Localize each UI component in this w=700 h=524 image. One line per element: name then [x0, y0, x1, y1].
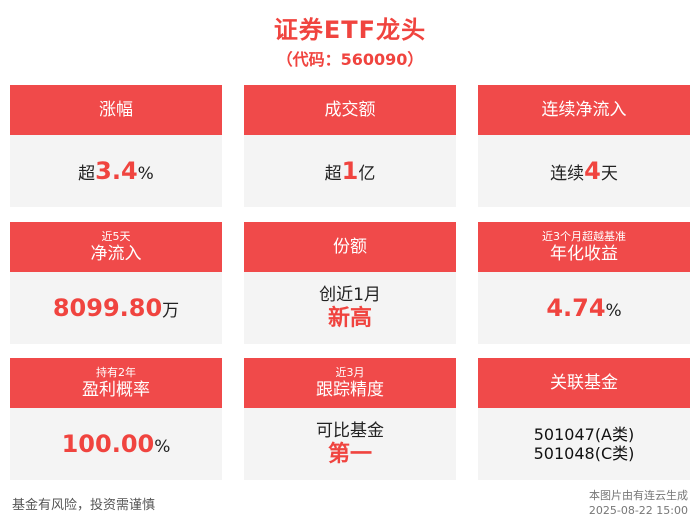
value-suffix: %: [137, 164, 154, 184]
card-body: 100.00%: [10, 408, 222, 480]
card-inflow: 连续净流入 连续4天: [478, 85, 690, 207]
value-prefix: 超: [324, 164, 342, 184]
card-profit-probability: 持有2年 盈利概率 100.00%: [10, 358, 222, 480]
card-net-inflow-5d: 近5天 净流入 8099.80万: [10, 222, 222, 344]
value-number: 8099.80: [52, 294, 163, 322]
card-body: 8099.80万: [10, 272, 222, 344]
value-prefix: 超: [78, 164, 96, 184]
value-line-1: 创近1月: [319, 284, 381, 305]
card-header: 关联基金: [478, 358, 690, 408]
card-header: 近3个月超越基准 年化收益: [478, 222, 690, 272]
card-sublabel: 持有2年: [96, 365, 136, 379]
card-value: 连续4天: [550, 157, 618, 185]
card-label: 盈利概率: [82, 379, 150, 400]
card-value: 100.00%: [62, 430, 171, 458]
card-label: 连续净流入: [541, 100, 627, 120]
card-body: 可比基金 第一: [244, 408, 456, 480]
value-line-1: 可比基金: [316, 420, 384, 441]
value-number: 3.4: [95, 157, 138, 185]
card-header: 近5天 净流入: [10, 222, 222, 272]
value-suffix: %: [605, 301, 622, 321]
fund-code-a: 501047(A类): [533, 425, 635, 444]
card-body: 超1亿: [244, 135, 456, 207]
card-value: 4.74%: [546, 294, 621, 322]
card-label: 年化收益: [550, 243, 618, 264]
card-header: 份额: [244, 222, 456, 272]
fund-code-c: 501048(C类): [533, 444, 635, 463]
card-share: 份额 创近1月 新高: [244, 222, 456, 344]
card-body: 4.74%: [478, 272, 690, 344]
card-label: 跟踪精度: [316, 379, 384, 400]
card-rise: 涨幅 超3.4%: [10, 85, 222, 207]
card-sublabel: 近5天: [101, 229, 131, 243]
card-annual-return: 近3个月超越基准 年化收益 4.74%: [478, 222, 690, 344]
card-label: 涨幅: [99, 100, 133, 120]
risk-disclaimer: 基金有风险，投资需谨慎: [12, 498, 156, 513]
card-sublabel: 近3个月超越基准: [542, 229, 626, 243]
card-body: 连续4天: [478, 135, 690, 207]
value-line-2: 新高: [327, 305, 372, 331]
card-header: 持有2年 盈利概率: [10, 358, 222, 408]
card-label: 份额: [333, 237, 367, 257]
value-number: 1: [341, 157, 359, 185]
value-line-2: 第一: [327, 441, 372, 467]
card-header: 连续净流入: [478, 85, 690, 135]
card-tracking-precision: 近3月 跟踪精度 可比基金 第一: [244, 358, 456, 480]
card-sublabel: 近3月: [335, 365, 365, 379]
value-suffix: 万: [162, 301, 180, 321]
value-number: 4: [584, 157, 601, 185]
card-header: 成交额: [244, 85, 456, 135]
card-body: 超3.4%: [10, 135, 222, 207]
value-suffix: 天: [600, 164, 618, 184]
value-suffix: 亿: [358, 164, 376, 184]
card-body: 创近1月 新高: [244, 272, 456, 344]
card-label: 关联基金: [550, 373, 618, 393]
card-header: 近3月 跟踪精度: [244, 358, 456, 408]
card-value: 8099.80万: [53, 294, 179, 322]
timestamp: 2025-08-22 15:00: [588, 504, 688, 517]
card-related-funds: 关联基金 501047(A类) 501048(C类): [478, 358, 690, 480]
card-turnover: 成交额 超1亿: [244, 85, 456, 207]
value-suffix: %: [154, 437, 171, 457]
card-label: 成交额: [324, 100, 376, 120]
card-header: 涨幅: [10, 85, 222, 135]
card-value: 超1亿: [325, 157, 376, 185]
source-text: 本图片由有连云生成: [589, 489, 688, 502]
card-value: 超3.4%: [78, 157, 154, 185]
card-body: 501047(A类) 501048(C类): [478, 408, 690, 480]
source-info: 本图片由有连云生成 2025-08-22 15:00: [589, 488, 688, 518]
value-number: 4.74: [546, 294, 606, 322]
fund-code: （代码：560090）: [276, 50, 424, 69]
value-number: 100.00: [61, 430, 155, 458]
card-label: 净流入: [90, 243, 142, 264]
value-prefix: 连续: [550, 164, 585, 184]
page-title: 证券ETF龙头: [273, 16, 427, 44]
